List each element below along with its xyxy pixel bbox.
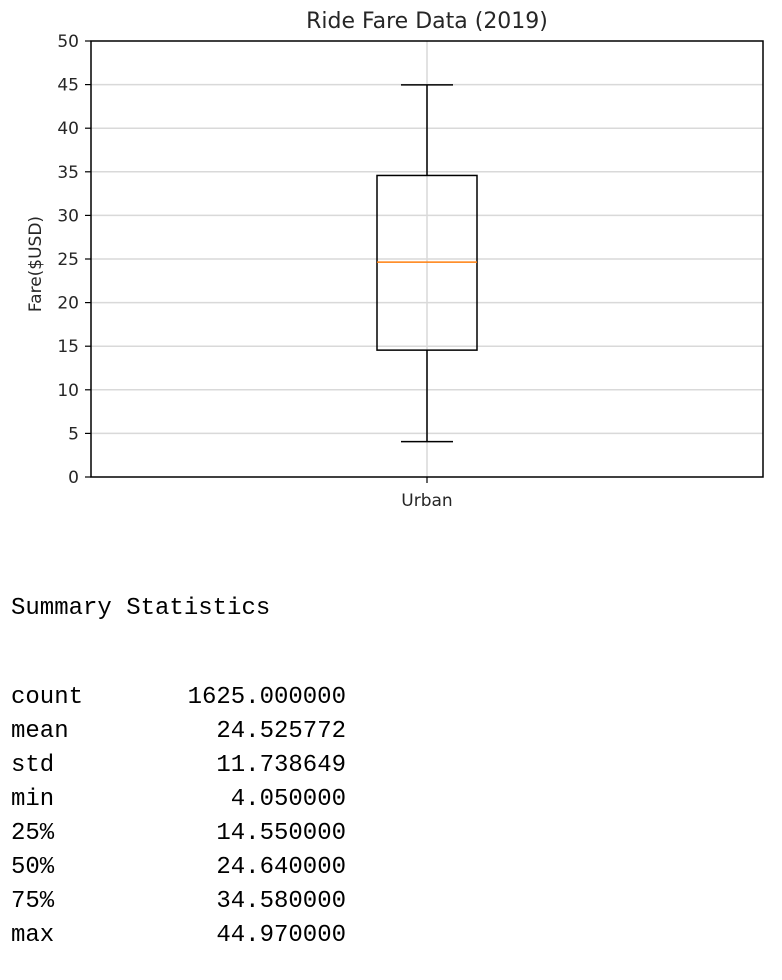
summary-row-value: 24.640000 [216,854,346,881]
summary-row-value: 14.550000 [216,820,346,847]
y-tick-label: 35 [57,163,79,183]
summary-row: count 1625.000000 [11,681,346,715]
summary-row-label: max [11,922,55,949]
summary-row-label: std [11,752,55,779]
y-axis-label: Fare($USD) [26,216,46,312]
y-tick-label: 25 [57,250,79,270]
summary-row-label: 25% [11,820,55,847]
y-tick-label: 0 [68,468,79,488]
y-tick-label: 50 [57,32,79,52]
summary-row-value: 44.970000 [216,922,346,949]
summary-row-value: 34.580000 [216,888,346,915]
summary-row-value: 1625.000000 [187,684,346,711]
box-group [376,84,478,443]
x-tick-label: Urban [401,491,452,511]
summary-row: max 44.970000 [11,919,346,953]
y-tick-label: 15 [57,337,79,357]
summary-row-label: count [11,684,84,711]
y-tick-label: 10 [57,381,79,401]
y-tick-label: 20 [57,294,79,314]
summary-row: std 11.738649 [11,749,346,783]
box-plot-chart: Ride Fare Data (2019) Fare($USD) 0 5 10 15 2… [26,9,764,511]
summary-row: 25% 14.550000 [11,817,346,851]
axis-ticks: 0 5 10 15 20 25 30 35 40 45 50 Urban [57,32,452,511]
summary-statistics: Summary Statistics count 1625.000000 mean 2… [11,536,346,980]
chart-title: Ride Fare Data (2019) [306,9,548,34]
summary-row-value: 11.738649 [216,752,346,779]
y-tick-label: 5 [68,424,79,444]
summary-row-value: 4.050000 [230,786,346,813]
summary-row-label: mean [11,718,69,745]
summary-row: min 4.050000 [11,783,346,817]
summary-row: 50% 24.640000 [11,851,346,885]
summary-row: 75% 34.580000 [11,885,346,919]
summary-row: mean 24.525772 [11,715,346,749]
y-tick-label: 30 [57,206,79,226]
summary-row-label: min [11,786,55,813]
y-tick-label: 45 [57,76,79,96]
summary-row-label: 50% [11,854,55,881]
y-tick-label: 40 [57,119,79,139]
summary-row-label: 75% [11,888,55,915]
summary-rows: count 1625.000000 mean 24.525772 std 11.73864… [11,681,346,953]
summary-heading: Summary Statistics [11,595,271,622]
summary-row-value: 24.525772 [216,718,346,745]
